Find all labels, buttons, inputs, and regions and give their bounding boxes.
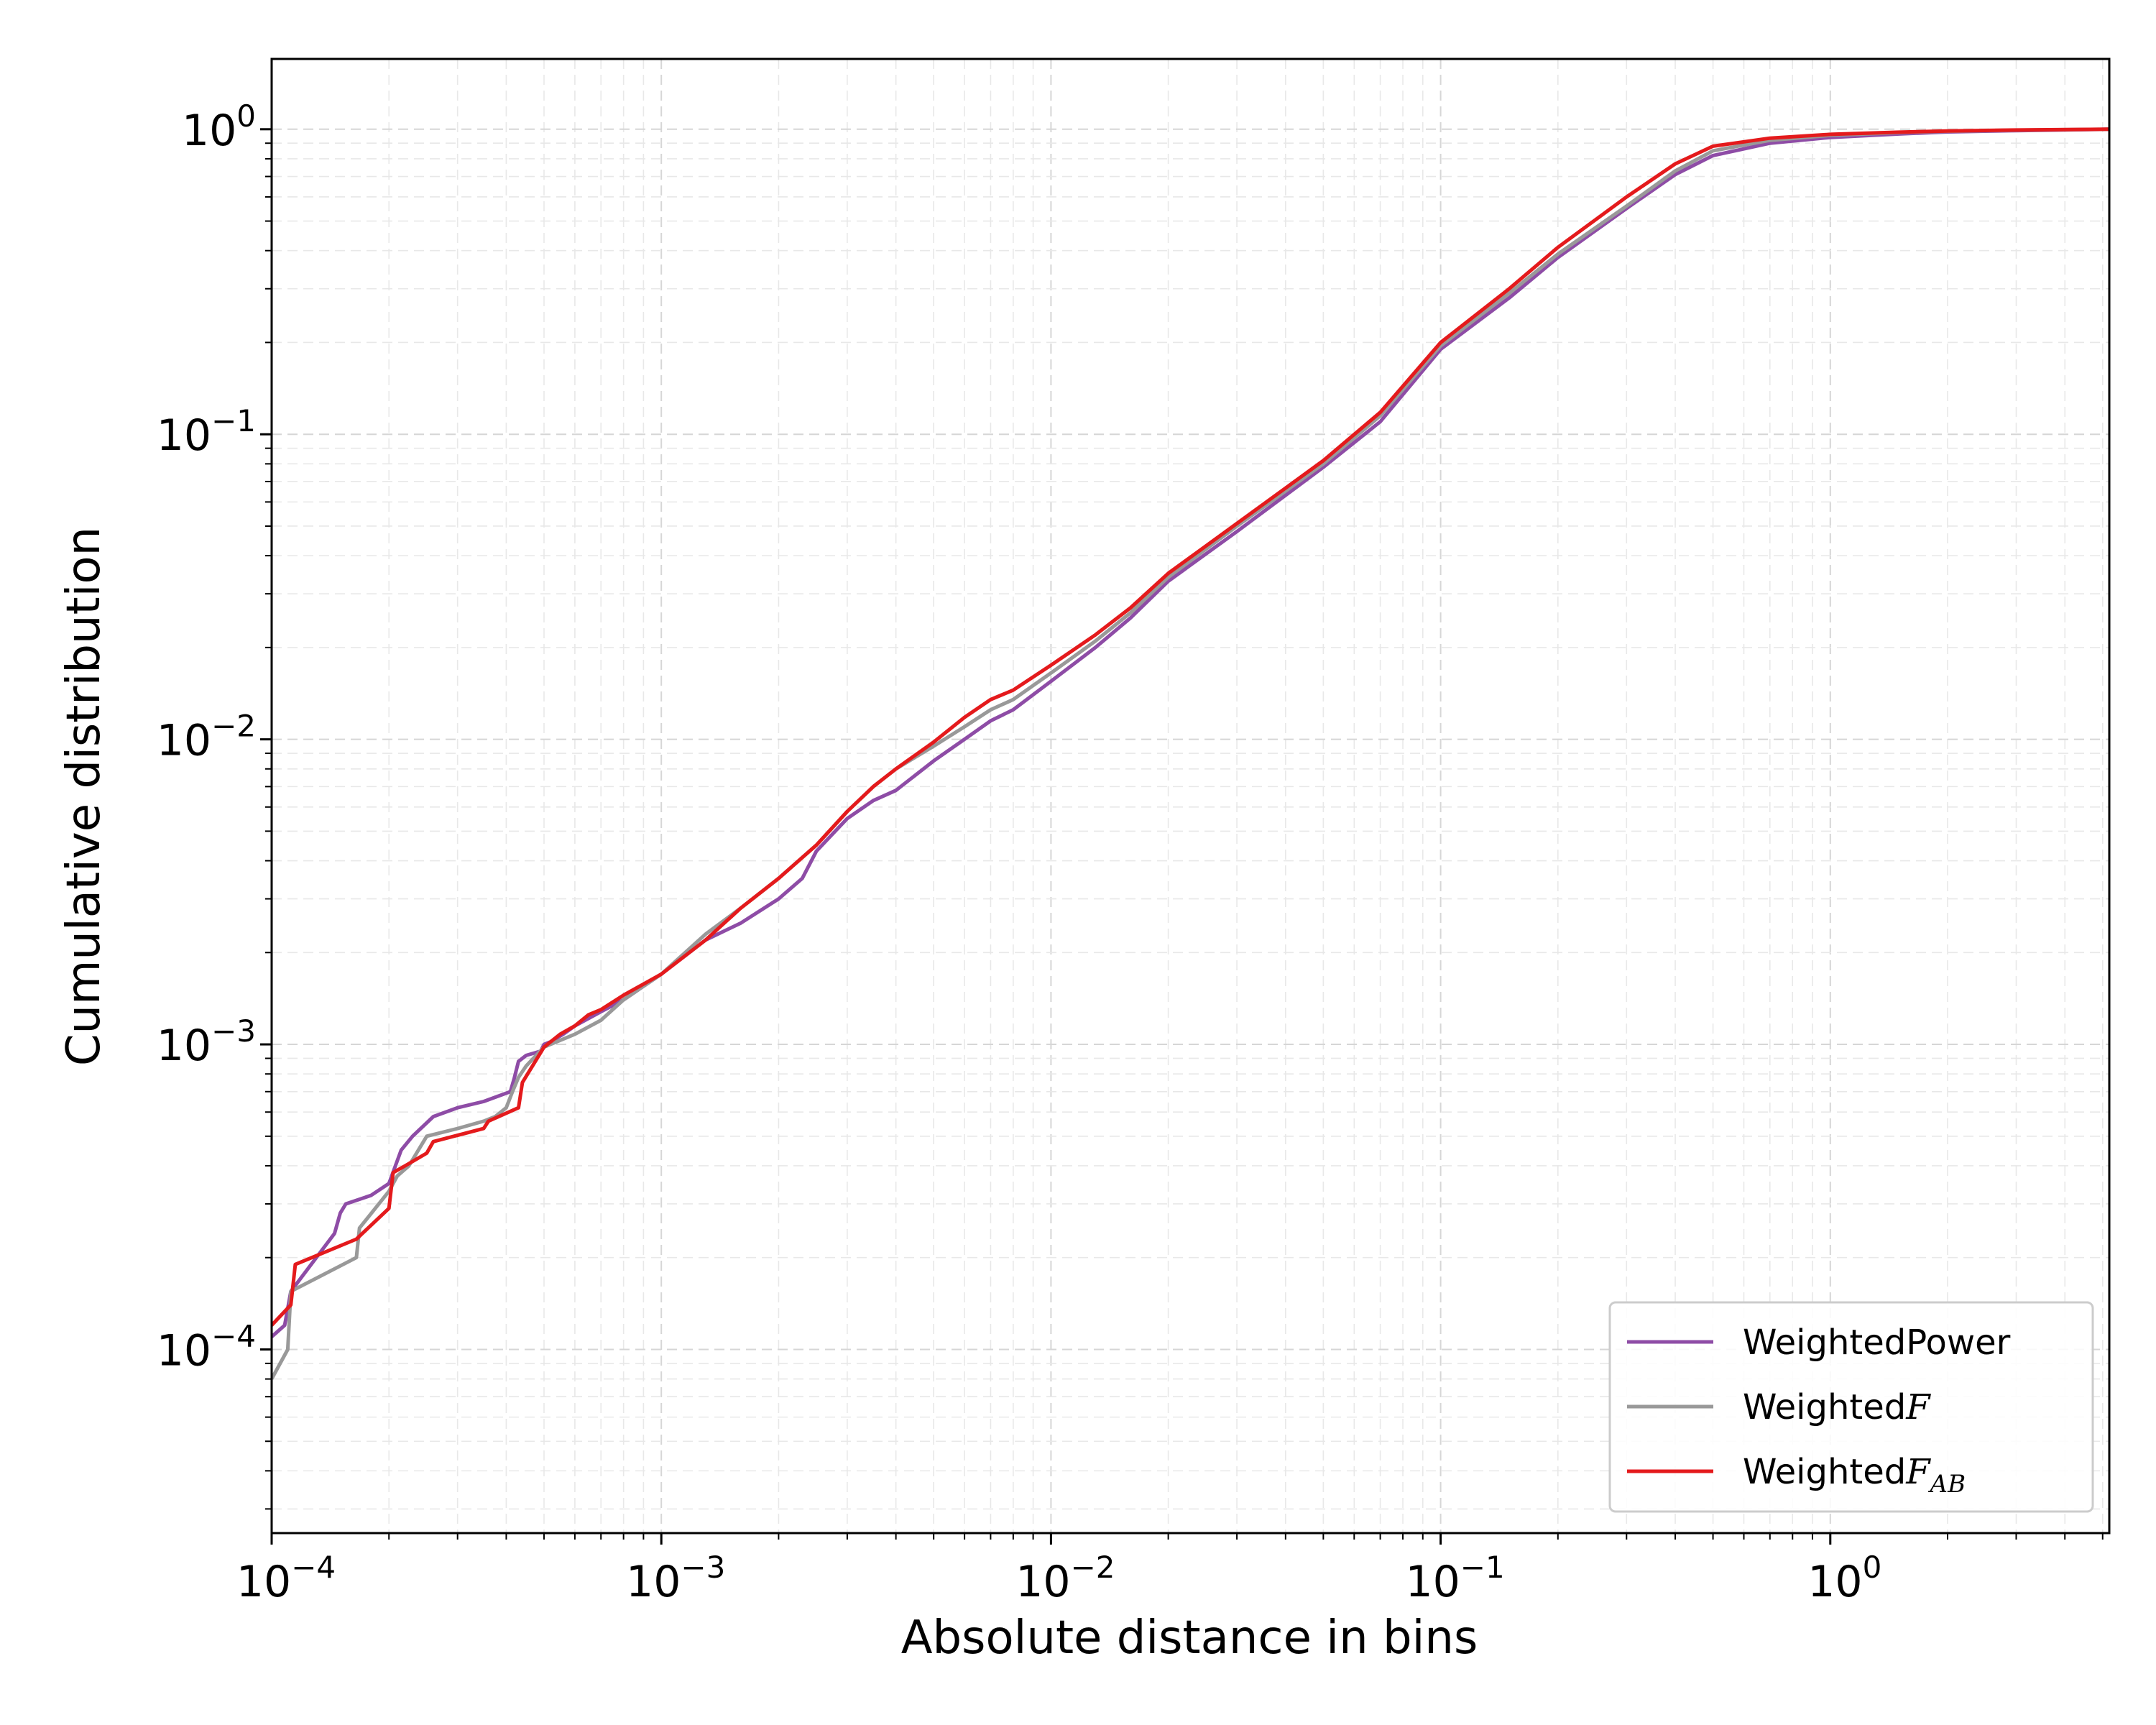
y-tick-label: 10−2 [157,709,256,766]
x-tick-label: 100 [1807,1550,1881,1607]
x-tick-labels: 10−4 10−3 10−2 10−1 100 [236,1550,1881,1607]
ticks [260,128,2104,1545]
y-tick-label: 100 [182,98,256,156]
legend-box [1608,1301,2094,1513]
x-tick-label: 10−4 [236,1550,336,1607]
legend-label-1: WeightedPower [1743,1322,2011,1363]
legend-label-3: WeightedFAB [1743,1452,1966,1499]
y-tick-label: 10−3 [157,1013,256,1071]
x-tick-label: 10−3 [626,1550,725,1607]
series-line-3 [272,127,2109,1327]
legend-label-2: WeightedF [1743,1387,1931,1427]
y-tick-labels: 10−4 10−3 10−2 10−1 100 [157,98,256,1376]
x-tick-label: 10−1 [1405,1550,1504,1607]
grid [271,59,2109,1533]
x-tick-label: 10−2 [1015,1550,1115,1607]
legend: WeightedPower WeightedF WeightedFAB [1608,1301,2094,1513]
series-line-1 [272,127,2109,1338]
plot-frame [270,58,2111,1535]
x-axis-title: Absolute distance in bins [901,1611,1478,1665]
y-axis-title: Cumulative distribution [57,527,111,1066]
y-tick-label: 10−1 [157,403,256,461]
y-tick-label: 10−4 [157,1318,256,1376]
series-layer [272,127,2109,1380]
